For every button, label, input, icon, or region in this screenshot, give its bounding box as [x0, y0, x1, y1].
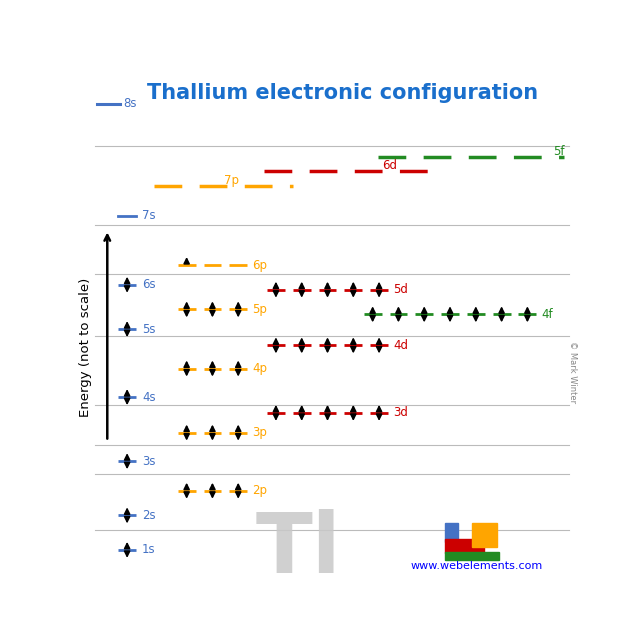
Text: 4p: 4p	[252, 362, 268, 375]
Text: 6p: 6p	[252, 259, 268, 271]
Text: Energy (not to scale): Energy (not to scale)	[79, 278, 92, 417]
Text: 4d: 4d	[393, 339, 408, 352]
Text: 4s: 4s	[142, 390, 156, 404]
Text: 2p: 2p	[252, 484, 268, 497]
Text: 1s: 1s	[142, 543, 156, 556]
Text: 5f: 5f	[554, 145, 565, 158]
Text: 8s: 8s	[124, 97, 137, 111]
Text: 5p: 5p	[252, 303, 268, 316]
Text: 7s: 7s	[142, 209, 156, 222]
Text: Tl: Tl	[255, 509, 341, 590]
Text: www.webelements.com: www.webelements.com	[411, 561, 543, 571]
Text: 6d: 6d	[383, 159, 397, 172]
Bar	[445, 523, 458, 543]
Text: 2s: 2s	[142, 509, 156, 522]
Text: 3p: 3p	[252, 426, 268, 439]
Text: © Mark Winter: © Mark Winter	[568, 341, 577, 404]
Bar	[445, 552, 499, 560]
Text: 5d: 5d	[393, 283, 408, 296]
Text: 3d: 3d	[393, 406, 408, 419]
Text: Thallium electronic configuration: Thallium electronic configuration	[147, 83, 538, 102]
Text: 4f: 4f	[541, 308, 553, 321]
Text: 5s: 5s	[142, 323, 156, 335]
Text: 7p: 7p	[224, 174, 239, 187]
Bar	[445, 538, 484, 554]
Text: 3s: 3s	[142, 454, 156, 468]
Bar	[472, 523, 497, 547]
Text: 6s: 6s	[142, 278, 156, 291]
